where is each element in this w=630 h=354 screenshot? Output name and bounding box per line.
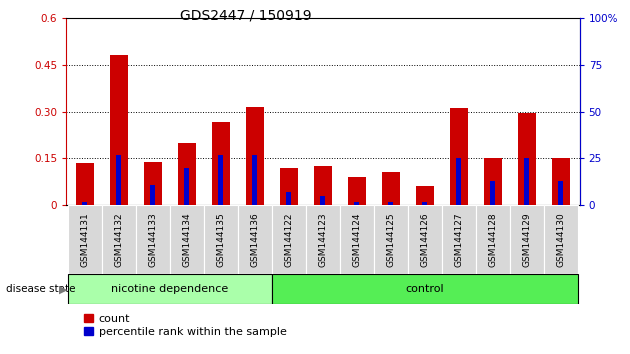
Text: GSM144131: GSM144131 [81, 212, 89, 267]
Text: control: control [406, 284, 444, 295]
Text: GDS2447 / 150919: GDS2447 / 150919 [180, 9, 312, 23]
Text: GSM144128: GSM144128 [488, 212, 498, 267]
Bar [117, 155, 122, 205]
Text: GSM144132: GSM144132 [115, 212, 123, 267]
Bar [388, 201, 393, 205]
Bar [110, 55, 129, 205]
Text: GSM144126: GSM144126 [420, 212, 430, 267]
Text: disease state: disease state [6, 284, 76, 295]
Bar [68, 274, 272, 304]
Text: GSM144136: GSM144136 [250, 212, 260, 267]
FancyBboxPatch shape [68, 205, 102, 274]
Bar [551, 159, 570, 205]
FancyBboxPatch shape [238, 205, 272, 274]
Text: GSM144124: GSM144124 [352, 213, 362, 267]
Bar [83, 201, 88, 205]
FancyBboxPatch shape [102, 205, 136, 274]
Text: GSM144129: GSM144129 [522, 212, 531, 267]
Bar [212, 122, 230, 205]
Text: GSM144130: GSM144130 [556, 212, 565, 267]
Bar [416, 186, 434, 205]
Bar [450, 108, 468, 205]
Text: GSM144123: GSM144123 [318, 212, 328, 267]
Text: GSM144127: GSM144127 [454, 212, 464, 267]
FancyBboxPatch shape [442, 205, 476, 274]
Text: nicotine dependence: nicotine dependence [112, 284, 229, 295]
FancyBboxPatch shape [340, 205, 374, 274]
Bar [219, 155, 224, 205]
Bar [185, 168, 190, 205]
Bar [484, 159, 502, 205]
FancyBboxPatch shape [170, 205, 204, 274]
Bar [144, 161, 162, 205]
Text: GSM144133: GSM144133 [148, 212, 158, 267]
Text: GSM144134: GSM144134 [182, 212, 192, 267]
FancyBboxPatch shape [544, 205, 578, 274]
FancyBboxPatch shape [136, 205, 170, 274]
Text: GSM144125: GSM144125 [386, 212, 396, 267]
FancyBboxPatch shape [510, 205, 544, 274]
Bar [314, 166, 332, 205]
Bar [76, 164, 94, 205]
Bar [558, 181, 563, 205]
Bar [272, 274, 578, 304]
FancyBboxPatch shape [306, 205, 340, 274]
Bar [253, 155, 258, 205]
Bar [422, 201, 427, 205]
Bar [280, 168, 298, 205]
FancyBboxPatch shape [408, 205, 442, 274]
Text: GSM144135: GSM144135 [216, 212, 226, 267]
Bar [354, 201, 360, 205]
FancyBboxPatch shape [272, 205, 306, 274]
Bar [246, 107, 264, 205]
Bar [286, 192, 292, 205]
Bar [151, 185, 156, 205]
Bar [178, 143, 196, 205]
Bar [517, 113, 536, 205]
Bar [524, 159, 529, 205]
Legend: count, percentile rank within the sample: count, percentile rank within the sample [84, 314, 287, 337]
FancyBboxPatch shape [476, 205, 510, 274]
Bar [456, 159, 461, 205]
FancyBboxPatch shape [374, 205, 408, 274]
Bar [382, 172, 400, 205]
Bar [348, 177, 366, 205]
FancyBboxPatch shape [204, 205, 238, 274]
Text: GSM144122: GSM144122 [284, 213, 294, 267]
Text: ▶: ▶ [59, 284, 67, 295]
Bar [320, 196, 326, 205]
Bar [490, 181, 495, 205]
